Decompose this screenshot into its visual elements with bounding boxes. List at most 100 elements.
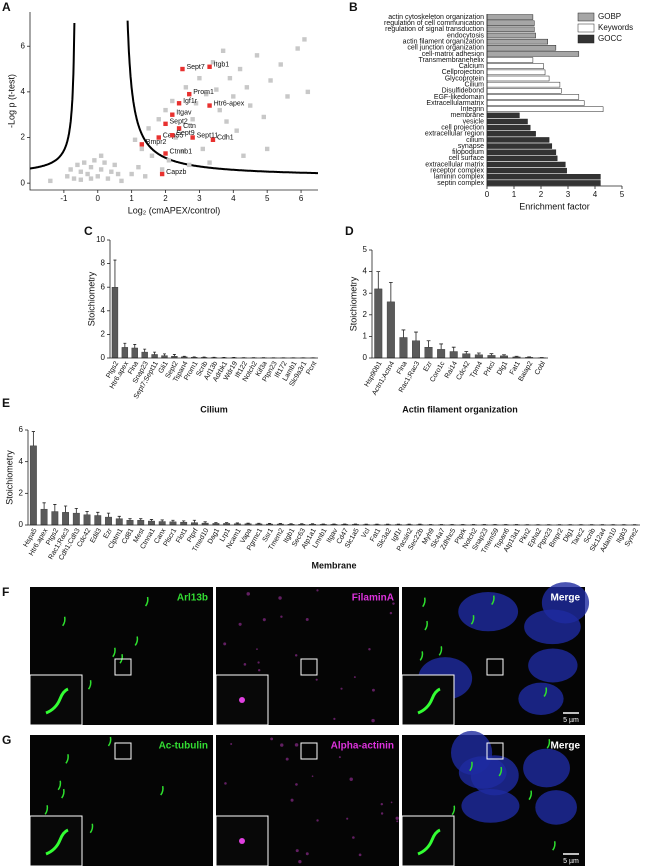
category-label: Extracellularmatrix: [426, 100, 484, 107]
bar: [486, 75, 550, 82]
bar: [131, 347, 138, 359]
bar: [486, 69, 546, 76]
point: [109, 169, 114, 174]
error-bar: [31, 431, 35, 446]
panel-letter: F: [2, 585, 9, 599]
point-label: Itgav: [176, 110, 192, 117]
x-tick-label: 4: [593, 190, 598, 199]
y-tick-label: 6: [21, 41, 26, 50]
channel-label: Arl13b: [177, 593, 208, 604]
error-bar: [42, 502, 46, 510]
bar: [137, 520, 145, 526]
bar: [148, 520, 155, 526]
speck: [380, 802, 384, 806]
error-bar: [451, 346, 456, 352]
bar: [40, 508, 48, 526]
speck: [262, 618, 266, 622]
legend-label: GOCC: [598, 34, 622, 43]
y-tick-label: 2: [363, 310, 368, 319]
point: [207, 103, 212, 108]
y-tick-label: 5: [363, 245, 368, 254]
point: [180, 66, 185, 72]
nucleus: [461, 789, 520, 823]
point: [119, 178, 124, 184]
y-tick-label: 2: [21, 133, 26, 142]
point: [115, 171, 121, 177]
y-tick-label: 4: [21, 87, 26, 96]
speck: [353, 676, 356, 679]
point: [139, 142, 145, 147]
error-bar: [246, 522, 250, 524]
speck: [311, 775, 314, 778]
category-label: cilium: [466, 137, 484, 144]
micrograph: [401, 730, 585, 867]
point: [197, 75, 202, 81]
point: [78, 177, 84, 182]
nucleus: [518, 682, 564, 715]
bar: [115, 518, 123, 526]
point: [132, 137, 138, 142]
micrograph: [401, 582, 590, 726]
cilium: [144, 596, 149, 607]
nucleus: [524, 609, 581, 645]
bar: [486, 149, 557, 155]
cilium: [419, 651, 424, 661]
category-label: laminin complex: [434, 174, 485, 181]
x-tick-label: Ezr: [423, 360, 435, 373]
roi-box: [114, 742, 132, 760]
category-label: Glycoprotein: [445, 75, 484, 82]
bar: [399, 337, 408, 359]
point: [88, 176, 94, 181]
point: [163, 107, 168, 113]
point: [207, 64, 212, 69]
error-bar: [106, 512, 111, 518]
category-label: extracellular matrix: [425, 161, 484, 168]
inset: [29, 815, 83, 867]
cilium: [424, 620, 428, 631]
inset-dot: [239, 838, 245, 844]
point: [244, 85, 250, 90]
nucleus: [528, 648, 578, 683]
bar: [51, 511, 59, 526]
speck: [392, 602, 395, 605]
error-bar: [267, 523, 272, 525]
cilium: [134, 636, 139, 646]
bar: [486, 32, 536, 39]
channel-label: Merge: [551, 741, 581, 752]
error-bar: [139, 518, 143, 521]
bar: [486, 94, 580, 100]
roi-box: [300, 742, 318, 760]
bar: [486, 118, 528, 125]
point: [190, 135, 195, 140]
scale-bar-label: 5 µm: [563, 858, 579, 865]
point: [180, 149, 185, 154]
bar: [486, 20, 535, 26]
x-tick-label: 6: [299, 194, 304, 203]
point: [285, 94, 290, 99]
point: [203, 91, 209, 97]
speck: [290, 798, 294, 802]
point-label: Sept7: [186, 64, 204, 71]
cilium: [451, 805, 456, 816]
cilium: [470, 615, 475, 625]
point: [143, 174, 148, 179]
panel-letter: B: [349, 0, 358, 14]
y-tick-label: 1: [363, 332, 368, 341]
speck: [368, 647, 371, 651]
bar: [83, 514, 91, 526]
roi-box: [486, 742, 504, 760]
speck: [295, 783, 298, 786]
cilium: [491, 595, 495, 606]
bar: [105, 516, 112, 526]
point: [129, 171, 134, 177]
point: [227, 75, 233, 81]
category-label: regulation of signal transduction: [385, 26, 484, 33]
x-tick-label: Vcl: [361, 527, 372, 539]
bar: [486, 167, 567, 174]
category-label: cell junction organization: [407, 45, 484, 52]
x-tick-label: 1: [512, 190, 517, 199]
inset-cilium: [417, 687, 441, 715]
threshold-curve: [126, 20, 318, 175]
panel-letter: D: [345, 224, 354, 238]
speck: [243, 663, 247, 666]
